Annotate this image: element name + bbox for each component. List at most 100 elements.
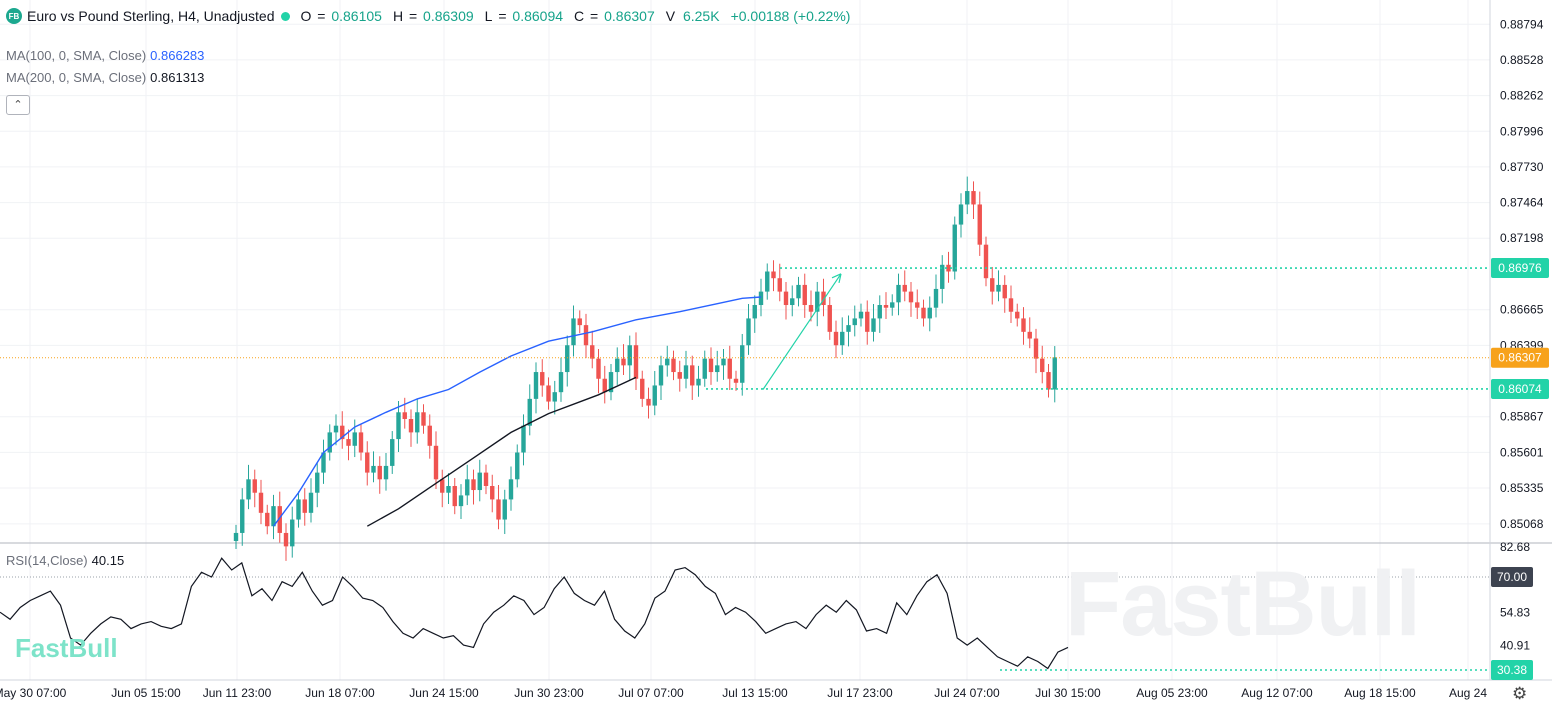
candle-body bbox=[333, 425, 339, 433]
rsi-tick-label: 82.68 bbox=[1500, 540, 1530, 554]
market-status-icon bbox=[281, 11, 291, 21]
symbol-title[interactable]: Euro vs Pound Sterling, H4, Unadjusted bbox=[27, 8, 275, 24]
last-price-tag bbox=[1491, 347, 1549, 368]
candle-body bbox=[983, 244, 989, 279]
time-tick-label: Aug 24 bbox=[1449, 686, 1487, 700]
candle-body bbox=[871, 318, 876, 332]
candle-body bbox=[771, 271, 776, 279]
candle-body bbox=[671, 358, 676, 373]
candle-body bbox=[821, 291, 826, 306]
candle-body bbox=[608, 372, 614, 393]
candle-body bbox=[415, 412, 420, 433]
time-tick-label: Aug 18 15:00 bbox=[1344, 686, 1416, 700]
candle-body bbox=[933, 288, 939, 308]
ohlc-close: C = bbox=[574, 8, 603, 24]
price-tick-label: 0.85335 bbox=[1500, 481, 1544, 495]
candle-body bbox=[921, 307, 926, 319]
candle-body bbox=[746, 318, 751, 346]
candle-body bbox=[596, 358, 601, 379]
candle-body bbox=[777, 278, 782, 292]
rsi-tick-label: 70.00 bbox=[1497, 570, 1527, 584]
candle-body bbox=[952, 224, 957, 272]
candle-body bbox=[740, 345, 745, 383]
candle-body bbox=[440, 479, 445, 493]
candle-body bbox=[958, 204, 964, 225]
candle-body bbox=[990, 278, 995, 292]
candle-body bbox=[577, 318, 582, 326]
candle-body bbox=[327, 432, 332, 453]
candle-body bbox=[927, 307, 932, 319]
time-tick-label: Aug 05 23:00 bbox=[1136, 686, 1208, 700]
candle-body bbox=[540, 372, 545, 386]
ma100-label: MA(100, 0, SMA, Close) bbox=[6, 48, 147, 63]
candle-body bbox=[965, 191, 970, 205]
candle-body bbox=[277, 506, 282, 533]
ma100-legend[interactable]: MA(100, 0, SMA, Close) 0.866283 bbox=[6, 48, 204, 63]
projection-arrowhead bbox=[831, 273, 842, 283]
candle-body bbox=[815, 291, 820, 312]
candle-body bbox=[527, 398, 532, 426]
chart-header: FB Euro vs Pound Sterling, H4, Unadjuste… bbox=[6, 8, 861, 24]
time-tick-label: Jul 13 15:00 bbox=[722, 686, 788, 700]
time-tick-label: Jul 24 07:00 bbox=[934, 686, 1000, 700]
candle-body bbox=[808, 305, 814, 312]
candle-body bbox=[652, 385, 657, 406]
candle-body bbox=[627, 345, 632, 366]
candle-body bbox=[396, 412, 401, 440]
candle-body bbox=[940, 264, 945, 289]
candle-body bbox=[477, 472, 482, 491]
candle-body bbox=[590, 345, 595, 359]
candle-body bbox=[752, 305, 757, 319]
candle-body bbox=[283, 532, 289, 547]
candle-body bbox=[971, 191, 976, 205]
candle-body bbox=[308, 492, 314, 513]
candle-body bbox=[421, 412, 426, 426]
candle-body bbox=[865, 311, 870, 332]
candle-body bbox=[1002, 284, 1007, 299]
price-tick-label: 0.87996 bbox=[1500, 124, 1544, 138]
candle-body bbox=[658, 365, 664, 386]
candle-body bbox=[946, 264, 951, 272]
collapse-legend-button[interactable]: ⌃ bbox=[6, 95, 30, 115]
candle-body bbox=[765, 271, 770, 292]
candle-body bbox=[890, 302, 895, 308]
candle-body bbox=[515, 452, 520, 480]
candle-body bbox=[346, 439, 351, 446]
candle-body bbox=[383, 465, 389, 480]
candle-body bbox=[546, 385, 551, 402]
candle-body bbox=[452, 486, 457, 507]
time-tick-label: Jun 18 07:00 bbox=[305, 686, 375, 700]
rsi-value: 40.15 bbox=[91, 553, 125, 568]
candle-body bbox=[252, 479, 257, 493]
rsi-legend[interactable]: RSI(14,Close) 40.15 bbox=[6, 553, 124, 568]
candle-body bbox=[302, 499, 307, 513]
price-tag-label: 0.86976 bbox=[1498, 261, 1542, 275]
time-tick-label: Jun 05 15:00 bbox=[111, 686, 181, 700]
candle-body bbox=[640, 378, 645, 399]
candle-body bbox=[558, 372, 564, 393]
candle-body bbox=[233, 532, 239, 541]
low-value: 0.86094 bbox=[512, 8, 564, 24]
volume-value: 6.25K bbox=[682, 8, 720, 24]
ohlc-high: H = bbox=[392, 8, 422, 24]
candle-body bbox=[1052, 357, 1057, 390]
rsi-line bbox=[0, 557, 1069, 670]
candle-body bbox=[633, 345, 639, 379]
candle-body bbox=[1040, 358, 1045, 373]
ma200-legend[interactable]: MA(200, 0, SMA, Close) 0.861313 bbox=[6, 70, 204, 85]
candle-body bbox=[240, 499, 245, 533]
watermark: FastBull bbox=[1065, 553, 1421, 655]
candle-body bbox=[371, 465, 376, 473]
candle-body bbox=[696, 378, 701, 386]
candle-body bbox=[896, 284, 901, 303]
chevron-up-icon: ⌃ bbox=[13, 99, 23, 111]
rsi-label: RSI(14,Close) bbox=[6, 553, 88, 568]
candle-body bbox=[265, 512, 270, 527]
price-tick-label: 0.87464 bbox=[1500, 196, 1544, 210]
candle-body bbox=[908, 291, 914, 303]
candle-body bbox=[1033, 338, 1039, 359]
candle-body bbox=[408, 418, 414, 433]
candle-body bbox=[615, 358, 620, 373]
gear-icon[interactable]: ⚙ bbox=[1512, 684, 1528, 703]
